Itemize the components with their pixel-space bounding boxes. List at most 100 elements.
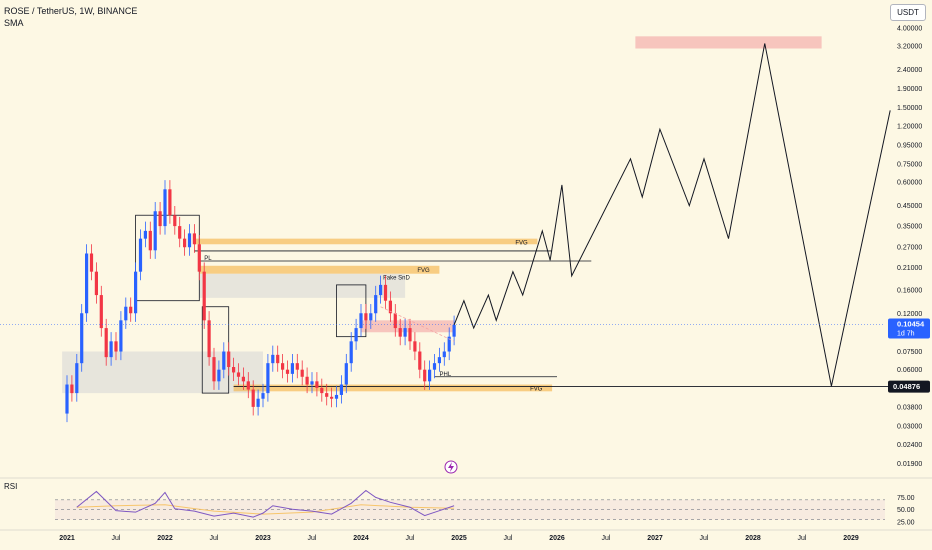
x-tick-label: 2023	[255, 535, 271, 542]
candle	[104, 328, 108, 358]
y-tick-label: 3.20000	[897, 43, 922, 50]
candle	[344, 363, 348, 385]
candle	[403, 328, 407, 337]
zone-supply	[635, 36, 822, 49]
zone-supply	[361, 320, 455, 333]
candle	[300, 369, 304, 377]
rsi-sma-line	[76, 504, 455, 515]
x-tick-label: Jul	[406, 535, 415, 542]
y-tick-label: 0.21000	[897, 265, 922, 272]
x-tick-label: Jul	[798, 535, 807, 542]
candle	[129, 306, 133, 314]
candle	[408, 328, 412, 342]
candle	[325, 393, 329, 397]
level-price-label: 0.04876	[893, 382, 920, 391]
candle	[442, 351, 446, 358]
candle	[261, 393, 265, 399]
candle	[398, 328, 402, 337]
candle	[178, 226, 182, 239]
candle	[281, 363, 285, 370]
lightning-glyph	[448, 462, 454, 472]
candle	[418, 351, 422, 370]
candle	[143, 230, 147, 239]
x-tick-label: Jul	[308, 535, 317, 542]
candle	[236, 372, 241, 377]
zone-demand	[199, 273, 406, 298]
candle	[89, 253, 94, 272]
candle	[119, 320, 123, 352]
y-tick-label: 0.75000	[897, 162, 922, 169]
candle	[388, 300, 392, 314]
candle	[364, 313, 368, 321]
x-tick-label: 2025	[451, 535, 467, 542]
x-tick-label: 2026	[549, 535, 565, 542]
y-tick-label: 0.03800	[897, 404, 922, 411]
candle	[94, 271, 98, 296]
zone-fvg	[194, 238, 538, 245]
x-tick-label: 2024	[353, 535, 369, 542]
candle	[271, 354, 275, 364]
candle	[70, 384, 74, 394]
level-label: PHL	[440, 372, 452, 378]
indicator-label: SMA	[4, 18, 24, 28]
candle	[192, 233, 196, 245]
candle	[266, 363, 270, 394]
level-label: PL	[204, 256, 212, 262]
candle	[158, 211, 162, 227]
chart-header: ROSE / TetherUS, 1W, BINANCE SMA	[4, 5, 137, 29]
currency-button[interactable]: USDT	[890, 4, 926, 21]
y-tick-label: 0.12000	[897, 311, 922, 318]
zone-label: FVG	[417, 268, 430, 274]
candle	[437, 357, 441, 364]
candle	[187, 233, 192, 248]
candle	[374, 295, 378, 314]
candle	[310, 381, 314, 385]
rsi-tick-label: 50.00	[897, 507, 915, 514]
y-tick-label: 1.20000	[897, 123, 922, 130]
symbol-title: ROSE / TetherUS, 1W, BINANCE	[4, 6, 138, 16]
candle	[393, 313, 397, 329]
level-price-tag	[888, 380, 930, 393]
y-tick-label: 0.06000	[897, 367, 922, 374]
candle	[320, 387, 324, 394]
candle	[452, 324, 456, 337]
y-tick-label: 0.45000	[897, 203, 922, 210]
candle	[217, 369, 221, 382]
y-tick-label: 1.50000	[897, 105, 922, 112]
candle	[148, 230, 152, 251]
candle	[379, 284, 383, 296]
y-tick-label: 0.27000	[897, 245, 922, 252]
zone-label: FVG	[530, 387, 543, 393]
rsi-tick-label: 75.00	[897, 495, 915, 502]
candle	[256, 398, 260, 407]
y-tick-label: 0.07500	[897, 349, 922, 356]
x-tick-label: 2022	[157, 535, 173, 542]
x-tick-label: Jul	[210, 535, 219, 542]
y-tick-label: 0.03000	[897, 424, 922, 431]
y-tick-label: 0.02400	[897, 442, 922, 449]
zone-label: Fake SnD	[383, 276, 410, 282]
candle	[124, 306, 128, 321]
candle	[423, 369, 427, 382]
zone-fvg	[233, 384, 553, 392]
x-tick-label: 2021	[59, 535, 75, 542]
candle	[447, 336, 451, 352]
candle	[114, 341, 118, 352]
candle	[339, 384, 343, 395]
candle	[202, 271, 206, 321]
candle	[75, 363, 79, 394]
candle	[227, 351, 231, 368]
candle	[212, 357, 216, 382]
candle	[383, 284, 388, 301]
y-tick-label: 2.40000	[897, 67, 922, 74]
candle	[295, 363, 299, 370]
candle	[359, 313, 363, 329]
candle	[428, 369, 432, 382]
rsi-tick-label: 25.00	[897, 520, 915, 527]
candle	[173, 215, 177, 227]
candle	[80, 313, 84, 364]
candle	[369, 313, 373, 321]
rsi-label: RSI	[4, 482, 18, 491]
candle	[354, 328, 358, 342]
